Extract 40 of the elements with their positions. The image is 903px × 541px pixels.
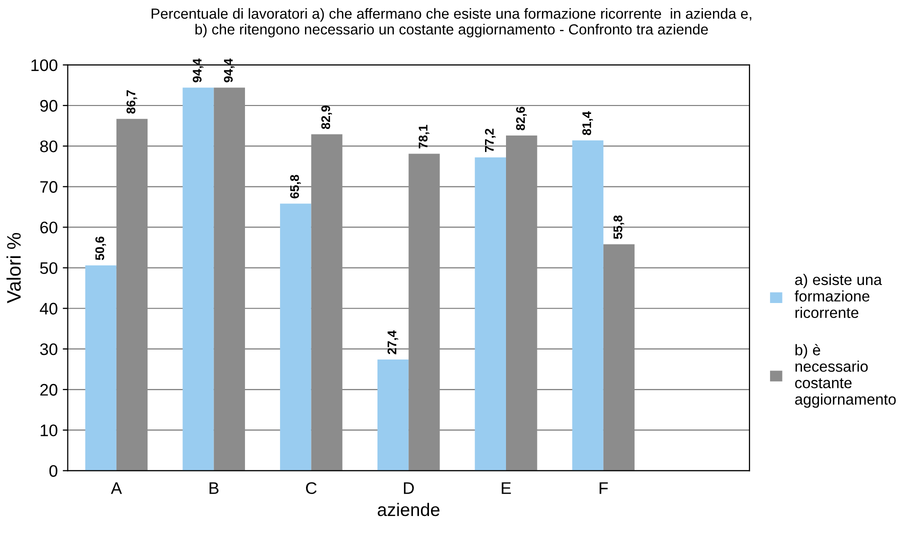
bar [85, 265, 116, 471]
y-tick-label: 0 [49, 465, 58, 477]
y-tick-label: 10 [40, 424, 58, 436]
data-label: 82,9 [321, 106, 332, 130]
data-label: 65,8 [290, 174, 301, 198]
y-axis-title: Valori % [6, 233, 21, 304]
legend-label: b) è necessario costante aggiornamento [795, 344, 896, 408]
y-tick-label: 70 [40, 181, 58, 193]
data-label: 82,6 [516, 106, 527, 130]
y-tick-label: 80 [40, 140, 58, 152]
data-label: 27,4 [388, 330, 398, 354]
bar [182, 88, 214, 471]
bar [377, 359, 409, 471]
data-label: 77,2 [484, 128, 496, 152]
data-label: 94,4 [192, 58, 204, 82]
y-tick-label: 30 [40, 343, 58, 356]
data-label: 50,6 [95, 236, 106, 260]
bar [572, 140, 604, 471]
y-tick-label: 100 [31, 59, 58, 72]
y-tick-label: 20 [40, 384, 58, 396]
chart-title: Percentuale di lavoratori a) che affermano che esiste una formazione ricorrente in azienda e, b) che ritengono necessario un costante aggiornamento - Confronto tra aziende [152, 8, 752, 38]
data-label: 81,4 [582, 111, 593, 136]
x-tick-label: C [306, 482, 317, 494]
x-tick-label: E [502, 482, 511, 494]
x-axis-title: aziende [378, 502, 440, 516]
data-label: 78,1 [418, 124, 430, 148]
legend-label: a) esiste una formazione ricorrente [794, 274, 882, 318]
x-tick-label: F [600, 482, 608, 494]
bar [280, 204, 312, 471]
data-label: 55,8 [613, 215, 624, 240]
y-tick-label: 60 [40, 222, 58, 234]
bar [474, 157, 506, 471]
x-tick-label: A [110, 482, 122, 494]
x-tick-label: B [210, 482, 218, 494]
y-tick-label: 40 [40, 302, 58, 315]
y-tick-label: 90 [40, 100, 58, 112]
data-label: 94,4 [224, 58, 235, 82]
x-tick-label: D [404, 482, 414, 494]
y-tick-label: 50 [40, 262, 58, 274]
data-label: 86,7 [126, 90, 138, 114]
